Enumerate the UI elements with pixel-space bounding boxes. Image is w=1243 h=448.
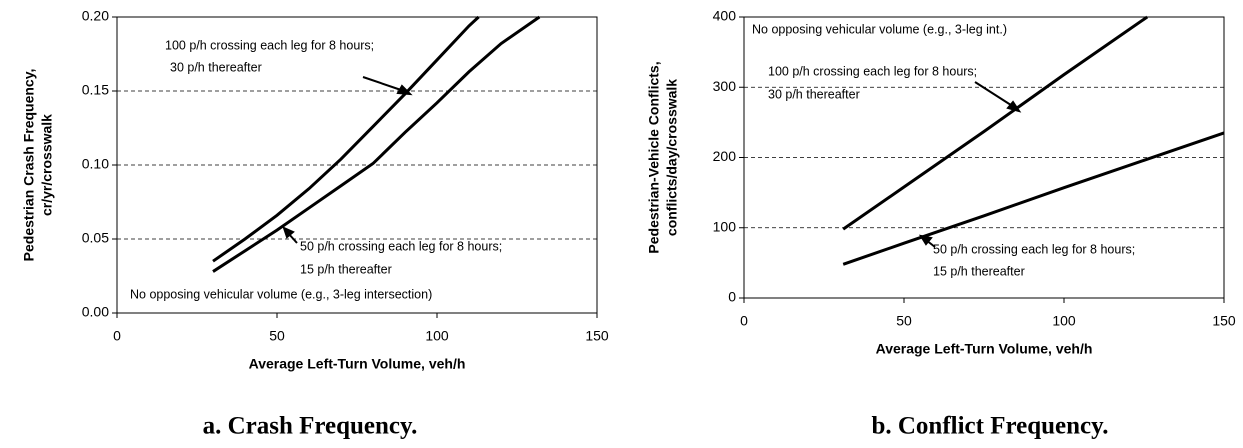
x-axis-label: Average Left-Turn Volume, veh/h	[876, 341, 1093, 357]
annotation: 30 p/h thereafter	[170, 60, 262, 74]
arrow-head	[282, 226, 295, 239]
x-tick-label: 100	[1052, 313, 1076, 329]
y-tick-label: 300	[713, 78, 737, 94]
annotation: No opposing vehicular volume (e.g., 3-le…	[130, 287, 432, 301]
line-series	[212, 15, 541, 273]
annotation: 15 p/h thereafter	[933, 264, 1025, 278]
y-tick-label: 0.20	[82, 8, 109, 24]
y-tick-label: 0.10	[82, 156, 109, 172]
annotation: 100 p/h crossing each leg for 8 hours;	[768, 64, 977, 78]
arrow	[974, 81, 1015, 108]
annotation: 100 p/h crossing each leg for 8 hours;	[165, 38, 374, 52]
y-tick-label: 0.15	[82, 82, 109, 98]
line-series	[842, 15, 1149, 231]
x-tick-label: 150	[585, 328, 609, 344]
x-tick-label: 150	[1212, 313, 1236, 329]
x-tick-label: 50	[896, 313, 912, 329]
x-tick-label: 0	[740, 313, 748, 329]
y-axis-label: Pedestrian Crash Frequency,	[21, 69, 37, 262]
x-tick-label: 100	[425, 328, 449, 344]
annotation: 15 p/h thereafter	[300, 262, 392, 276]
y-tick-label: 200	[713, 148, 737, 164]
caption: a. Crash Frequency.	[203, 413, 418, 440]
caption: b. Conflict Frequency.	[871, 413, 1108, 440]
arrow	[362, 76, 405, 92]
y-axis-label: conflicts/day/crosswalk	[664, 79, 680, 236]
annotation: 30 p/h thereafter	[768, 87, 860, 101]
y-tick-label: 0	[728, 289, 736, 305]
annotation: 50 p/h crossing each leg for 8 hours;	[300, 239, 502, 253]
line-series	[842, 131, 1225, 266]
y-tick-label: 100	[713, 218, 737, 234]
y-axis-label: Pedestrian-Vehicle Conflicts,	[646, 61, 662, 253]
y-axis-label: cr/yr/crosswalk	[39, 114, 55, 216]
line-series	[212, 15, 480, 263]
y-tick-label: 0.05	[82, 230, 109, 246]
y-tick-label: 0.00	[82, 304, 109, 320]
x-tick-label: 0	[113, 328, 121, 344]
x-tick-label: 50	[269, 328, 285, 344]
y-tick-label: 400	[713, 8, 737, 24]
annotation: 50 p/h crossing each leg for 8 hours;	[933, 242, 1135, 256]
x-axis-label: Average Left-Turn Volume, veh/h	[249, 356, 466, 372]
annotation: No opposing vehicular volume (e.g., 3-le…	[752, 22, 1007, 36]
